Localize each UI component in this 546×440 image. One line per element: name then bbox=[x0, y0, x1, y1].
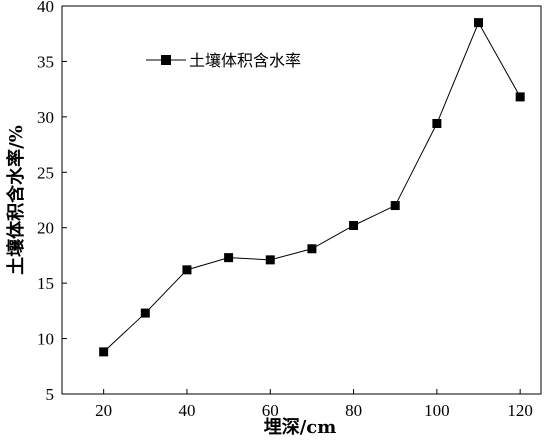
axis-tick-labels: 20 40 60 80 100 120 5 10 15 20 25 30 35 40 bbox=[37, 0, 533, 420]
legend: 土壤体积含水率 bbox=[146, 51, 301, 70]
data-point bbox=[265, 255, 275, 265]
data-point bbox=[224, 253, 234, 263]
data-point bbox=[307, 244, 317, 254]
y-tick-label: 5 bbox=[46, 385, 55, 404]
data-point bbox=[432, 119, 442, 129]
y-tick-label: 30 bbox=[37, 108, 54, 127]
x-tick-label: 20 bbox=[95, 401, 112, 420]
y-tick-label: 25 bbox=[37, 163, 54, 182]
x-tick-label: 40 bbox=[178, 401, 195, 420]
legend-marker bbox=[161, 55, 171, 65]
data-point bbox=[140, 308, 150, 318]
y-tick-label: 35 bbox=[37, 52, 54, 71]
axis-ticks bbox=[62, 5, 521, 395]
x-axis-title: 埋深/cm bbox=[264, 416, 337, 438]
y-tick-label: 40 bbox=[37, 0, 54, 16]
plot-frame bbox=[61, 5, 542, 395]
data-point bbox=[99, 347, 109, 357]
y-tick-label: 15 bbox=[37, 274, 54, 293]
data-point bbox=[390, 201, 400, 211]
series-markers bbox=[99, 18, 525, 357]
x-tick-label: 80 bbox=[345, 401, 362, 420]
y-axis-title: 土壤体积含水率/% bbox=[5, 125, 27, 275]
data-point bbox=[515, 92, 525, 102]
y-tick-label: 20 bbox=[37, 219, 54, 238]
y-tick-label: 10 bbox=[37, 330, 54, 349]
legend-label: 土壤体积含水率 bbox=[189, 51, 301, 70]
data-point bbox=[474, 18, 484, 28]
x-tick-label: 60 bbox=[262, 401, 279, 420]
data-point bbox=[349, 220, 359, 230]
series-line bbox=[103, 21, 521, 353]
data-point bbox=[182, 265, 192, 275]
x-tick-label: 120 bbox=[507, 401, 533, 420]
x-tick-label: 100 bbox=[424, 401, 450, 420]
